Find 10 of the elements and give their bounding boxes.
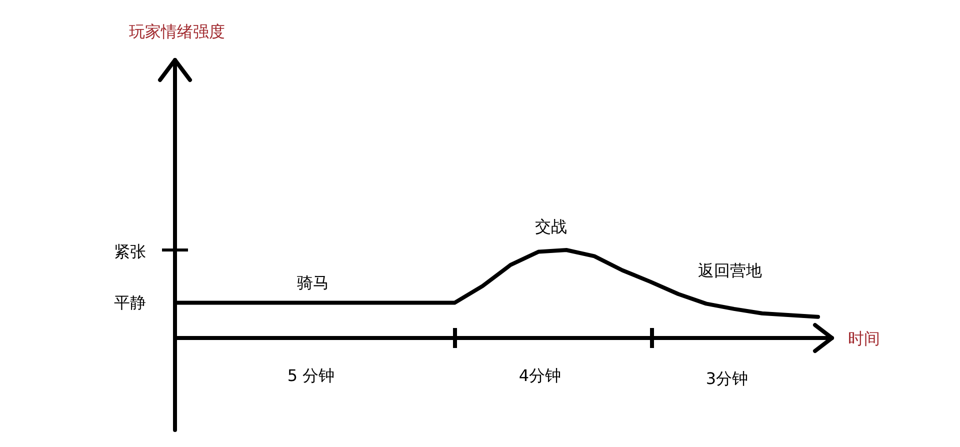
text: 5 分钟 xyxy=(287,366,335,385)
x-axis-title: 时间 xyxy=(848,329,880,348)
text: 紧张 xyxy=(114,242,146,261)
text: 4分钟 xyxy=(518,366,562,385)
text: 3分钟 xyxy=(706,369,748,388)
annotation: 骑马 xyxy=(297,273,329,292)
text: 玩家情绪强度 xyxy=(129,22,225,41)
text: 平静 xyxy=(114,293,146,312)
annotation: 返回营地 xyxy=(698,261,762,280)
text: 交战 xyxy=(535,217,567,236)
